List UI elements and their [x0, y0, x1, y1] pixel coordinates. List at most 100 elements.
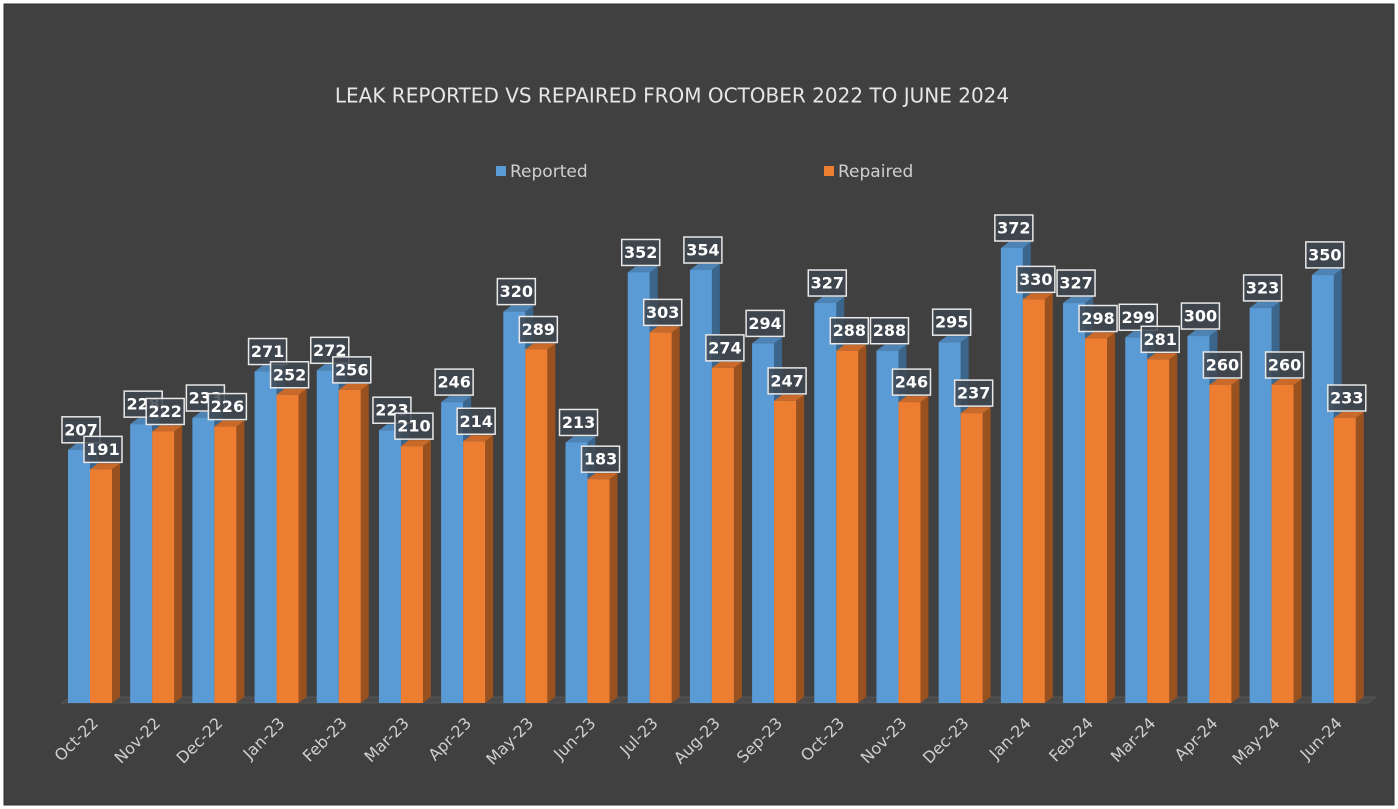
bar [960, 413, 983, 703]
bar-side [112, 463, 120, 703]
data-label-box [558, 408, 599, 437]
bar [711, 367, 734, 703]
data-label: 299 [1122, 308, 1155, 327]
bar-top [1187, 330, 1218, 337]
data-label-box [642, 298, 683, 327]
data-label: 295 [935, 313, 968, 332]
data-label-box [745, 309, 785, 338]
data-label-box [994, 214, 1034, 242]
bar-top [960, 407, 991, 414]
data-label-box [1016, 265, 1056, 294]
bar-top [1311, 268, 1342, 275]
data-label-box [1305, 241, 1345, 269]
bar [1333, 418, 1356, 703]
data-label-box [310, 336, 350, 365]
data-label: 214 [459, 412, 492, 431]
data-label: 256 [335, 360, 368, 379]
bar-top [276, 388, 307, 395]
bar-top [938, 336, 969, 343]
data-label-box [269, 361, 310, 389]
bar [214, 426, 237, 703]
bar-top [1000, 242, 1031, 248]
data-label-box [891, 368, 932, 396]
data-label: 246 [895, 373, 928, 392]
data-label: 233 [1330, 389, 1363, 408]
bar [1063, 303, 1086, 703]
bar [1311, 274, 1334, 703]
bar-top [441, 396, 472, 403]
bar-top [711, 361, 742, 368]
data-label: 288 [833, 321, 866, 340]
bar [565, 442, 588, 703]
data-label-box [953, 379, 994, 407]
data-label: 271 [251, 342, 284, 361]
bar [90, 469, 112, 703]
bar [463, 441, 486, 703]
legend-swatch [824, 166, 834, 176]
data-label: 213 [562, 413, 595, 432]
bar-top [1147, 353, 1178, 360]
bar-side [360, 383, 369, 703]
bar [525, 349, 548, 703]
bar-top [525, 343, 556, 350]
data-label-box [1264, 351, 1305, 379]
data-label: 303 [646, 303, 679, 322]
data-label: 252 [273, 365, 306, 384]
chart-title: LEAK REPORTED VS REPAIRED FROM OCTOBER 2… [335, 84, 1009, 108]
bar-side [733, 361, 742, 703]
bar-side [858, 344, 867, 703]
data-label: 260 [1268, 355, 1301, 374]
data-label: 327 [811, 274, 844, 293]
bar [338, 389, 361, 703]
data-label-box [496, 277, 537, 306]
data-label-box [394, 412, 434, 440]
bar-top [463, 435, 494, 442]
bar-side [1044, 293, 1053, 703]
bar-side [796, 394, 805, 703]
bar-side [671, 326, 680, 703]
data-label: 288 [873, 321, 906, 340]
bar [587, 479, 610, 703]
bar-top [400, 440, 431, 447]
data-label-box [931, 308, 972, 336]
bar [316, 370, 339, 703]
data-label-box [247, 337, 288, 366]
data-label-box [518, 315, 559, 344]
data-label: 298 [1081, 309, 1114, 328]
bar-top [649, 326, 680, 333]
bar [627, 272, 650, 703]
data-label-box [1242, 274, 1283, 302]
data-label-box [683, 236, 723, 264]
bar [938, 342, 961, 703]
legend-label: Repaired [838, 162, 913, 182]
data-label: 191 [86, 440, 119, 459]
data-label-box [83, 435, 123, 464]
bar-top [565, 436, 596, 443]
bar [1209, 384, 1232, 703]
bar [752, 343, 775, 703]
data-label: 330 [1019, 270, 1052, 289]
data-label: 246 [437, 373, 470, 392]
bar [1187, 336, 1210, 703]
bar [1085, 338, 1108, 703]
bar-top [814, 297, 845, 304]
data-label-box [61, 416, 101, 444]
data-label: 281 [1144, 330, 1177, 349]
data-label: 247 [770, 371, 803, 390]
bar-side [485, 435, 494, 703]
bar [441, 402, 464, 703]
bar [876, 350, 899, 703]
bar-top [1063, 297, 1094, 304]
bar [503, 311, 526, 703]
data-label-box [1140, 325, 1180, 354]
bar-side [547, 343, 556, 703]
data-label-box [1078, 304, 1118, 333]
data-label-box [332, 356, 372, 384]
data-label-box [869, 316, 910, 345]
data-label: 272 [313, 341, 346, 360]
bar-top [774, 394, 805, 401]
data-label-box [1180, 302, 1221, 330]
data-label-box [829, 316, 870, 345]
bar-top [587, 473, 618, 480]
bar [814, 303, 837, 703]
